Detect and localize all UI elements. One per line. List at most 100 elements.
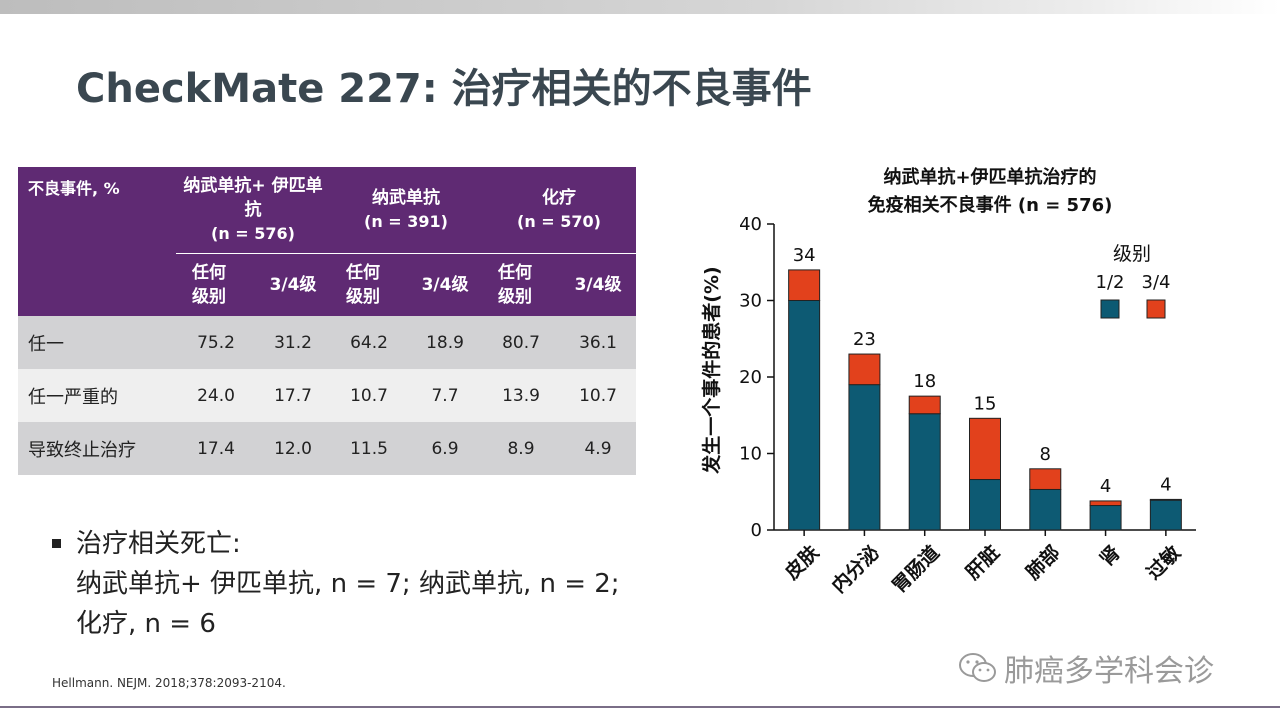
subheader-any-line1: 任何 <box>498 263 533 283</box>
table-cell: 6.9 <box>408 422 483 475</box>
bar-segment-1-2 <box>788 300 821 531</box>
bullet-marker <box>52 539 61 548</box>
citation: Hellmann. NEJM. 2018;378:2093-2104. <box>52 676 286 690</box>
watermark: 肺癌多学科会诊 <box>958 646 1214 690</box>
table-cell: 8.9 <box>482 422 561 475</box>
subheader-grade-34: 3/4级 <box>408 253 483 316</box>
subheader-any-grade: 任何 级别 <box>176 253 256 316</box>
table-cell: 17.4 <box>176 422 256 475</box>
subheader-any-line1: 任何 <box>192 263 226 283</box>
table-cell: 64.2 <box>330 316 409 369</box>
x-tick-label: 过敏 <box>1142 541 1185 584</box>
subheader-grade-34: 3/4级 <box>256 253 331 316</box>
table-cell: 17.7 <box>256 369 331 422</box>
group-header-chemo: 化疗 (n = 570) <box>482 167 637 254</box>
legend-title: 级别 <box>1113 243 1151 265</box>
group-n: (n = 391) <box>364 212 448 231</box>
group-name: 化疗 <box>542 188 577 208</box>
table-cell: 36.1 <box>560 316 637 369</box>
table-cell: 11.5 <box>330 422 409 475</box>
legend-swatch <box>1100 299 1120 319</box>
bar-total-label: 8 <box>1040 444 1051 465</box>
group-header-nivo-ipi: 纳武单抗+ 伊匹单抗 (n = 576) <box>176 167 331 254</box>
table-corner-header: 不良事件, % <box>18 167 176 316</box>
x-tick-label: 肝脏 <box>961 541 1004 584</box>
table-header-row: 不良事件, % 纳武单抗+ 伊匹单抗 (n = 576) 纳武单抗 (n = 3… <box>18 167 637 316</box>
page-title: CheckMate 227: 治疗相关的不良事件 <box>76 66 812 112</box>
bar-segment-3-4 <box>848 353 881 386</box>
bar-total-label: 4 <box>1160 474 1171 495</box>
table-subheader-row: 任何级别 3/4级 任何级别 3/4级 任何级别 3/4级 <box>18 253 637 316</box>
top-gradient-bar <box>0 0 1280 14</box>
x-tick-label: 肾 <box>1096 542 1125 571</box>
chart-title-line-2: 免疫相关不良事件 (n = 576) <box>868 194 1113 216</box>
bullet-line-2: 纳武单抗+ 伊匹单抗, n = 7; 纳武单抗, n = 2; <box>76 569 620 599</box>
bar-segment-1-2 <box>1149 499 1182 531</box>
table-cell: 75.2 <box>176 316 256 369</box>
subheader-any-grade: 任何 级别 <box>482 253 561 316</box>
y-tick-label: 0 <box>751 520 762 541</box>
legend-label: 3/4 <box>1142 272 1171 293</box>
bar-total-label: 18 <box>913 371 936 392</box>
group-header-nivo: 纳武单抗 (n = 391) <box>330 167 483 254</box>
group-n: (n = 570) <box>517 212 601 231</box>
subheader-any-grade: 任何 级别 <box>330 253 409 316</box>
group-n: (n = 576) <box>211 224 295 243</box>
bar-segment-3-4 <box>1029 468 1062 490</box>
group-name: 纳武单抗+ 伊匹单抗 <box>183 176 323 220</box>
bar-segment-3-4 <box>969 417 1001 481</box>
x-tick-label: 皮肤 <box>780 540 824 584</box>
group-name: 纳武单抗 <box>372 188 441 208</box>
subheader-any-line2: 级别 <box>346 287 381 307</box>
table-cell: 10.7 <box>560 369 637 422</box>
table-cell: 24.0 <box>176 369 256 422</box>
table-cell: 13.9 <box>482 369 561 422</box>
table-row: 任一严重的 24.0 17.7 10.7 7.7 13.9 10.7 <box>18 369 637 422</box>
bar-total-label: 4 <box>1100 476 1111 497</box>
bar-segment-3-4 <box>1089 500 1122 507</box>
subheader-any-line2: 级别 <box>192 287 226 307</box>
y-tick-label: 20 <box>739 367 762 388</box>
adverse-events-table: 不良事件, % 纳武单抗+ 伊匹单抗 (n = 576) 纳武单抗 (n = 3… <box>18 167 637 475</box>
y-tick-label: 40 <box>739 214 762 235</box>
watermark-text: 肺癌多学科会诊 <box>1004 654 1214 689</box>
y-tick-label: 30 <box>739 291 762 312</box>
row-label: 导致终止治疗 <box>18 422 176 475</box>
table-cell: 18.9 <box>408 316 483 369</box>
bar-segment-1-2 <box>1089 505 1122 531</box>
deaths-bullet: 治疗相关死亡: 纳武单抗+ 伊匹单抗, n = 7; 纳武单抗, n = 2; … <box>52 524 620 644</box>
bar-total-label: 15 <box>974 393 997 414</box>
subheader-any-line1: 任何 <box>346 263 381 283</box>
bar-segment-3-4 <box>788 269 821 301</box>
table-cell: 10.7 <box>330 369 409 422</box>
x-tick-label: 内分泌 <box>827 541 884 598</box>
bar-segment-1-2 <box>1029 488 1062 531</box>
y-tick-label: 10 <box>739 444 762 465</box>
bar-total-label: 23 <box>853 329 876 350</box>
y-axis-label: 发生一个事件的患者(%) <box>700 266 723 474</box>
bar-total-label: 34 <box>793 245 816 266</box>
bar-segment-3-4 <box>908 395 941 415</box>
table-cell: 7.7 <box>408 369 483 422</box>
bar-segment-1-2 <box>848 384 881 531</box>
table-cell: 80.7 <box>482 316 561 369</box>
table-cell: 4.9 <box>560 422 637 475</box>
bottom-divider <box>0 706 1280 708</box>
legend-label: 1/2 <box>1096 272 1125 293</box>
chart-title-line-1: 纳武单抗+伊匹单抗治疗的 <box>883 166 1096 188</box>
x-tick-label: 肺部 <box>1021 541 1064 584</box>
bullet-line-1: 治疗相关死亡: <box>76 529 241 559</box>
table-cell: 12.0 <box>256 422 331 475</box>
bar-segment-1-2 <box>908 413 941 531</box>
bar-segment-1-2 <box>969 479 1001 531</box>
bar-segment-3-4 <box>1149 498 1182 501</box>
row-label: 任一 <box>18 316 176 369</box>
subheader-any-line2: 级别 <box>498 287 533 307</box>
table-row: 导致终止治疗 17.4 12.0 11.5 6.9 8.9 4.9 <box>18 422 637 475</box>
bullet-line-3: 化疗, n = 6 <box>76 609 216 639</box>
row-label: 任一严重的 <box>18 369 176 422</box>
table-cell: 31.2 <box>256 316 331 369</box>
legend-swatch <box>1146 299 1166 319</box>
subheader-grade-34: 3/4级 <box>560 253 637 316</box>
